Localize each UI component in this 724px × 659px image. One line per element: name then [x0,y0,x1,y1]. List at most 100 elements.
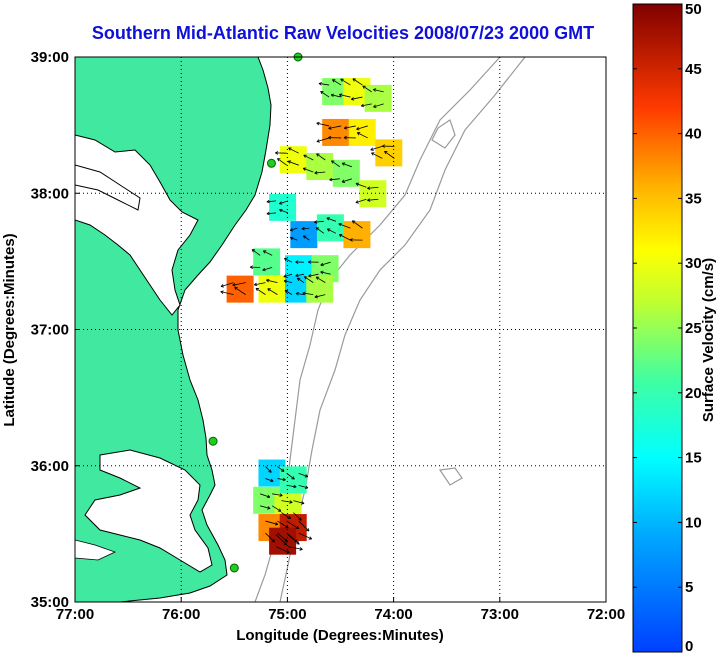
velocity-arrow-head [339,94,342,97]
velocity-arrow [373,103,384,108]
velocity-arrow-head [299,549,303,551]
velocity-arrow [301,227,310,230]
velocity-arrow-head [266,211,270,215]
velocity-arrow [320,261,331,266]
velocity-arrow-head [293,486,297,489]
velocity-arrow [277,520,289,529]
velocity-arrow [316,122,330,127]
velocity-arrow-head [343,135,347,138]
velocity-arrow-head [300,517,302,521]
velocity-arrow-head [372,89,376,92]
velocity-arrow-head [277,158,280,162]
velocity-arrow-head [331,160,334,164]
velocity-arrow-head [295,275,299,278]
velocity-arrow-head [298,519,302,521]
x-tick-label: 76:00 [162,606,200,623]
velocity-arrow [361,103,372,107]
velocity-arrow-head [295,261,299,264]
velocity-arrow-head [328,126,332,129]
velocity-arrow-head [302,235,305,239]
velocity-cell [364,84,392,112]
y-tick-label: 38:00 [31,185,69,202]
velocity-arrow [314,220,324,223]
velocity-arrow [290,227,298,231]
velocity-arrow-head [371,152,374,156]
velocity-arrow-head [308,261,312,264]
velocity-arrow-head [271,540,275,543]
velocity-arrow-head [295,293,299,296]
velocity-arrow-head [305,485,309,489]
velocity-field [226,78,403,555]
x-tick-label: 73:00 [481,606,519,623]
velocity-arrow-head [318,82,322,84]
velocity-arrow-head [266,199,270,203]
velocity-arrow-head [316,141,320,143]
velocity-arrow [220,291,234,296]
velocity-arrow-head [355,200,359,203]
velocity-arrow [298,484,309,489]
velocity-arrow-head [254,282,257,286]
velocity-cell [269,193,297,221]
colorbar-ticks: 0 5 10 15 20 25 30 35 40 45 50 [633,1,702,655]
velocity-arrow-head [351,98,355,101]
velocity-arrow-head [301,503,305,505]
velocity-arrow-head [320,271,324,275]
velocity-arrow-head [305,529,310,532]
velocity-arrow [344,125,356,129]
velocity-arrow-head [309,536,313,540]
velocity-arrow-head [367,198,371,201]
velocity-arrow [295,292,305,296]
velocity-arrow [286,484,297,488]
velocity-arrow [220,282,234,287]
velocity-arrow [277,466,285,472]
velocity-arrow [338,223,351,229]
colorbar-tick-label: 5 [685,579,693,596]
velocity-arrow [293,500,305,504]
colorbar-tick-label: 20 [685,385,702,402]
velocity-arrow-head [356,132,360,136]
velocity-arrow-head [315,227,318,231]
velocity-arrow-head [362,85,365,89]
velocity-arrow [315,227,325,234]
velocity-arrow [303,167,314,173]
velocity-arrow-head [304,276,307,280]
velocity-arrow-head [301,501,305,504]
velocity-arrow-head [350,97,354,100]
velocity-arrow-head [314,172,318,175]
colorbar-tick-label: 25 [685,320,702,337]
sound-water [84,449,213,573]
velocity-arrow-head [301,226,305,230]
colorbar-tick-label: 45 [685,61,702,78]
velocity-arrow [293,512,302,521]
velocity-arrow [275,546,290,554]
velocity-arrow-head [351,220,354,224]
velocity-arrow-head [290,230,294,232]
velocity-arrow-head [331,93,335,96]
velocity-arrow-head [301,228,305,231]
velocity-arrow [371,152,383,159]
velocity-arrow-head [326,217,330,221]
velocity-arrow [275,534,287,546]
velocity-arrow-head [275,522,279,525]
velocity-arrow [271,505,282,512]
velocity-arrow-head [329,177,333,181]
y-axis-label: Latitude (Degrees:Minutes) [1,233,18,426]
velocity-arrow [370,145,383,151]
velocity-arrow-head [343,137,347,140]
velocity-arrow-head [320,264,324,267]
velocity-arrow-head [328,135,332,138]
colorbar-tick-label: 0 [685,638,693,655]
velocity-arrow-head [316,139,320,142]
velocity-arrow-head [288,515,292,519]
velocity-arrow-head [267,494,271,498]
velocity-arrow-head [381,145,385,148]
colorbar-tick-label: 35 [685,190,702,207]
velocity-arrow-head [279,508,282,512]
velocity-arrow-head [282,468,285,472]
velocity-arrow-head [367,199,371,202]
velocity-arrow-head [373,104,376,108]
velocity-arrow [284,290,293,295]
velocity-arrow [332,79,342,86]
velocity-arrow-head [338,234,342,238]
